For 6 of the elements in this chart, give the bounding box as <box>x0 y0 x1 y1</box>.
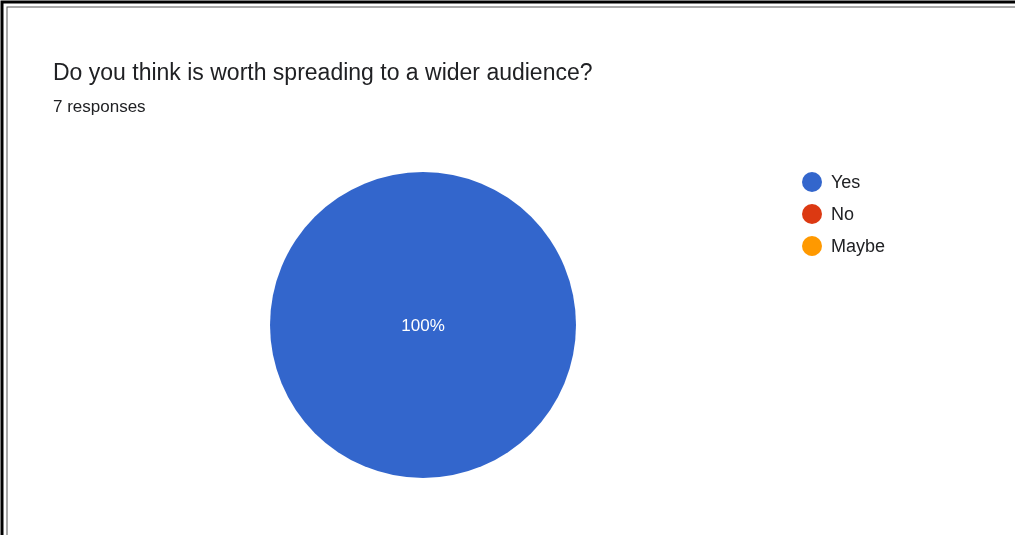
legend-label: Yes <box>831 172 861 193</box>
data-label: 100% <box>401 315 445 335</box>
legend-label: No <box>831 204 855 225</box>
legend-label: Maybe <box>831 236 886 257</box>
text: 7 responses <box>53 97 146 116</box>
chart-title: Do you think is worth spreading to a wider audience? <box>53 59 593 85</box>
